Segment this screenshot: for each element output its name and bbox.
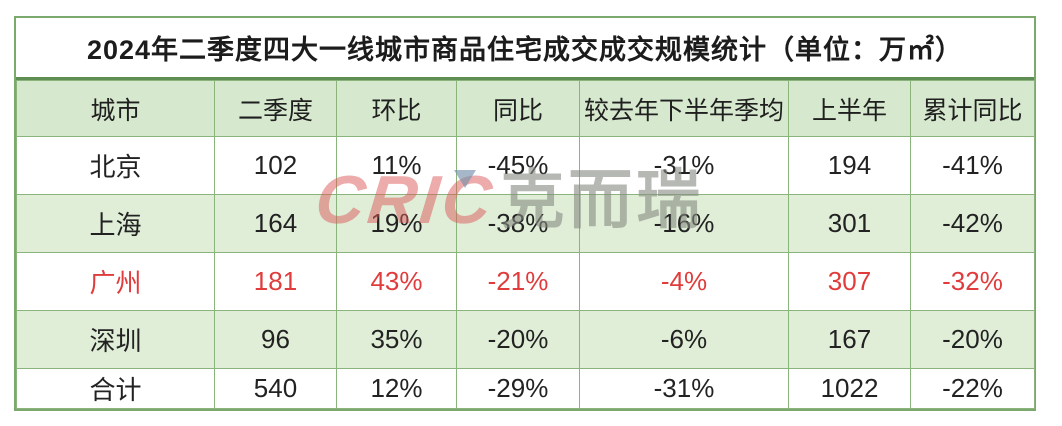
table-cell: 167	[788, 310, 911, 369]
table-cell: 102	[214, 136, 337, 195]
table-cell: -38%	[456, 194, 580, 253]
column-header-city: 城市	[16, 80, 215, 137]
column-header-mom: 环比	[336, 80, 457, 137]
table-cell: 12%	[336, 368, 457, 409]
table-cell: 上海	[16, 194, 215, 253]
table-cell: 35%	[336, 310, 457, 369]
column-header-h1: 上半年	[788, 80, 911, 137]
stats-table: 城市 二季度 环比 同比 较去年下半年季均 上半年 累计同比 北京 102 11…	[16, 80, 1035, 409]
column-header-cumulative-yoy: 累计同比	[910, 80, 1035, 137]
table-cell: 181	[214, 252, 337, 311]
table-row-shanghai: 上海 164 19% -38% -16% 301 -42%	[16, 194, 1035, 253]
table-cell: 164	[214, 194, 337, 253]
table-cell: 深圳	[16, 310, 215, 369]
table-cell: -32%	[910, 252, 1035, 311]
table-title: 2024年二季度四大一线城市商品住宅成交成交规模统计（单位：万㎡）	[16, 18, 1034, 80]
column-header-q2: 二季度	[214, 80, 337, 137]
table-cell: -21%	[456, 252, 580, 311]
table-cell: -16%	[579, 194, 789, 253]
table-cell: 1022	[788, 368, 911, 409]
table-cell: -42%	[910, 194, 1035, 253]
table-cell: 540	[214, 368, 337, 409]
table-cell: 96	[214, 310, 337, 369]
table-cell: -6%	[579, 310, 789, 369]
table-cell: -45%	[456, 136, 580, 195]
table-cell: -20%	[456, 310, 580, 369]
table-row-shenzhen: 深圳 96 35% -20% -6% 167 -20%	[16, 310, 1035, 369]
table-cell: 11%	[336, 136, 457, 195]
table-cell: -22%	[910, 368, 1035, 409]
table-cell: 北京	[16, 136, 215, 195]
stats-table-card: 2024年二季度四大一线城市商品住宅成交成交规模统计（单位：万㎡） 城市 二季度…	[14, 16, 1036, 411]
table-row-total: 合计 540 12% -29% -31% 1022 -22%	[16, 368, 1035, 409]
table-cell: 43%	[336, 252, 457, 311]
table-cell: -31%	[579, 136, 789, 195]
column-header-vs-h2-avg: 较去年下半年季均	[579, 80, 789, 137]
column-header-yoy: 同比	[456, 80, 580, 137]
table-row-guangzhou: 广州 181 43% -21% -4% 307 -32%	[16, 252, 1035, 311]
header-row: 城市 二季度 环比 同比 较去年下半年季均 上半年 累计同比	[16, 80, 1035, 137]
table-cell: -31%	[579, 368, 789, 409]
table-cell: -29%	[456, 368, 580, 409]
table-cell: -41%	[910, 136, 1035, 195]
table-cell: 301	[788, 194, 911, 253]
table-row-beijing: 北京 102 11% -45% -31% 194 -41%	[16, 136, 1035, 195]
table-cell: 广州	[16, 252, 215, 311]
table-cell: 合计	[16, 368, 215, 409]
table-cell: 307	[788, 252, 911, 311]
table-cell: -4%	[579, 252, 789, 311]
table-cell: 19%	[336, 194, 457, 253]
table-cell: 194	[788, 136, 911, 195]
table-cell: -20%	[910, 310, 1035, 369]
